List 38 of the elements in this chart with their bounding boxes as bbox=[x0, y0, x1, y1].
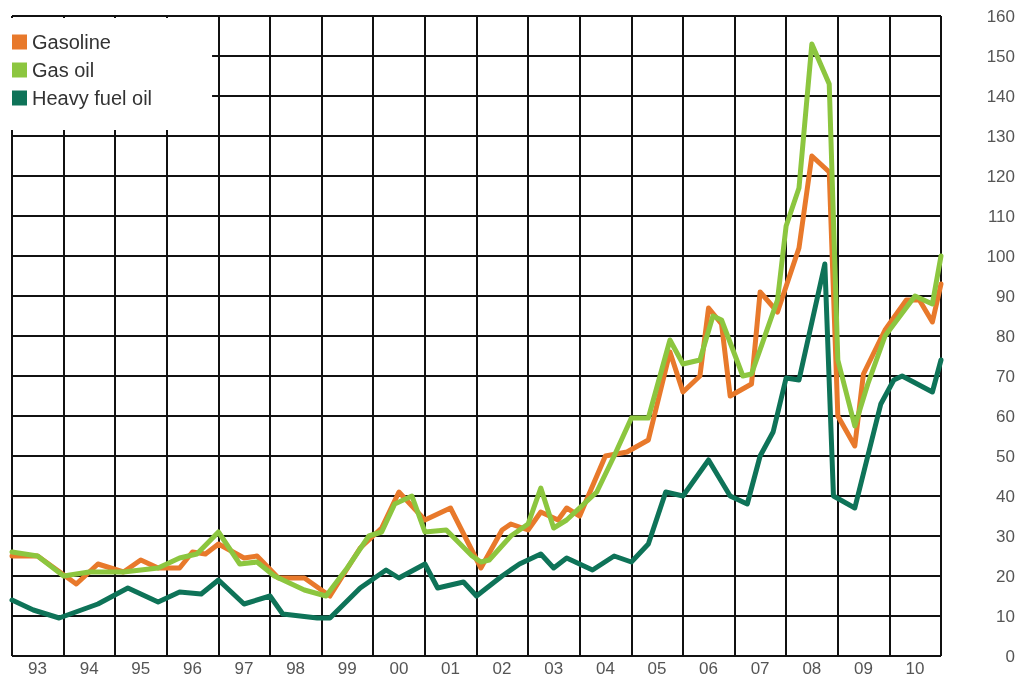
y-tick-label: 130 bbox=[986, 126, 1015, 146]
x-tick-label: 99 bbox=[337, 659, 357, 678]
x-tick-label: 94 bbox=[79, 659, 99, 678]
y-tick-label: 70 bbox=[996, 366, 1015, 386]
y-tick-label: 40 bbox=[996, 486, 1015, 506]
legend-label: Gasoline bbox=[32, 31, 111, 53]
y-tick-label: 90 bbox=[996, 286, 1015, 306]
y-tick-label: 20 bbox=[996, 566, 1015, 586]
x-tick-label: 07 bbox=[750, 659, 770, 678]
y-tick-label: 80 bbox=[996, 326, 1015, 346]
y-tick-label: 120 bbox=[986, 166, 1015, 186]
y-tick-label: 150 bbox=[986, 46, 1015, 66]
x-tick-label: 93 bbox=[28, 659, 48, 678]
x-tick-label: 05 bbox=[647, 659, 667, 678]
y-tick-label: 140 bbox=[986, 86, 1015, 106]
y-tick-label: 60 bbox=[996, 406, 1015, 426]
x-tick-label: 04 bbox=[595, 659, 615, 678]
y-tick-label: 10 bbox=[996, 606, 1015, 626]
x-tick-label: 08 bbox=[802, 659, 822, 678]
y-tick-label: 0 bbox=[1005, 646, 1015, 666]
x-tick-label: 06 bbox=[699, 659, 718, 678]
legend-label: Heavy fuel oil bbox=[32, 87, 153, 109]
x-tick-label: 00 bbox=[389, 659, 409, 678]
y-tick-label: 110 bbox=[987, 206, 1015, 226]
legend-label: Gas oil bbox=[32, 59, 95, 81]
x-tick-label: 95 bbox=[131, 659, 151, 678]
x-tick-label: 01 bbox=[441, 659, 460, 678]
y-tick-label: 100 bbox=[986, 246, 1015, 266]
x-tick-label: 02 bbox=[492, 659, 512, 678]
y-tick-label: 160 bbox=[986, 6, 1015, 26]
x-tick-label: 98 bbox=[286, 659, 306, 678]
y-tick-label: 50 bbox=[996, 446, 1015, 466]
x-tick-label: 03 bbox=[544, 659, 564, 678]
x-tick-label: 97 bbox=[234, 659, 254, 678]
x-tick-label: 10 bbox=[905, 659, 925, 678]
x-tick-label: 96 bbox=[183, 659, 202, 678]
x-tick-label: 09 bbox=[853, 659, 873, 678]
y-tick-label: 30 bbox=[996, 526, 1015, 546]
